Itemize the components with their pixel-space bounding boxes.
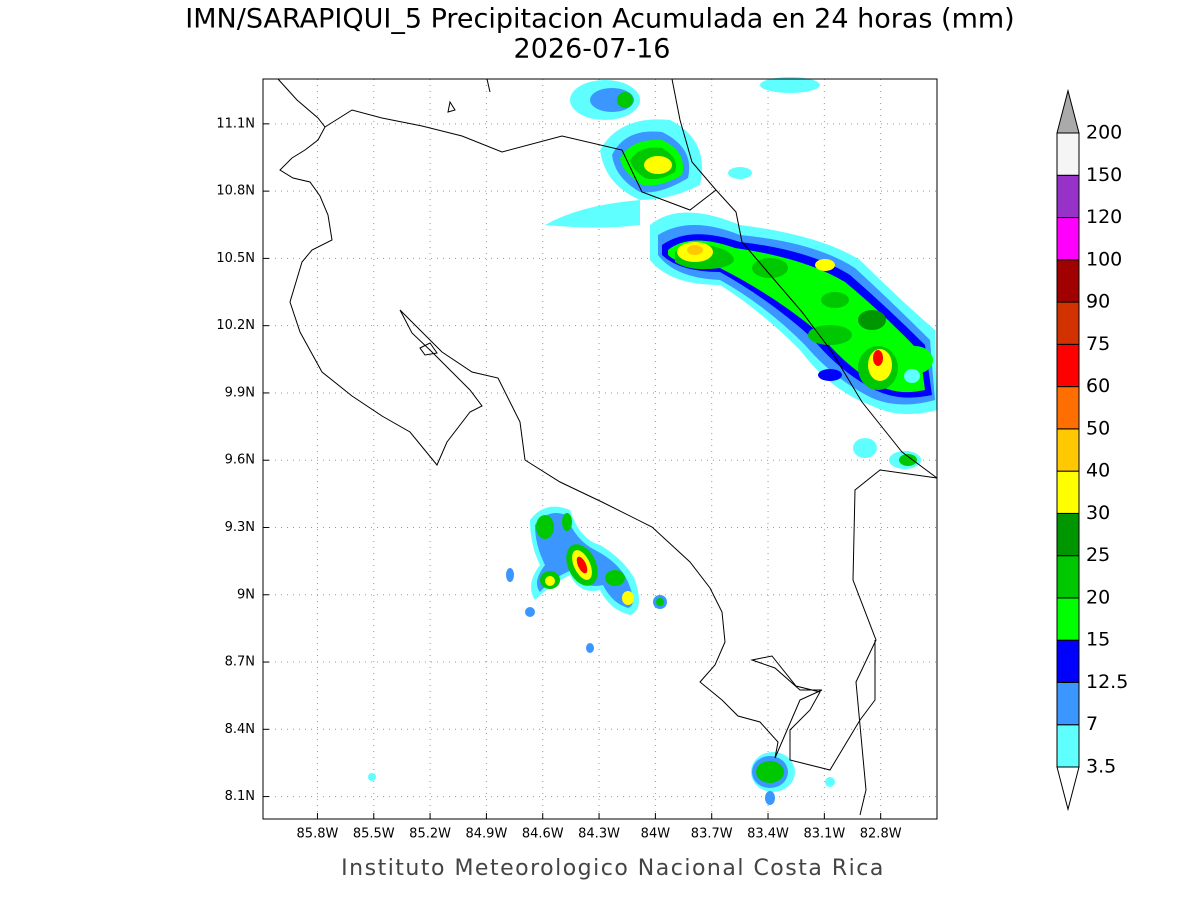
lat-label: 10.8N bbox=[216, 184, 255, 199]
colorbar-box bbox=[1056, 681, 1080, 726]
colorbar-label: 90 bbox=[1086, 291, 1110, 313]
lon-label: 84.6W bbox=[522, 827, 564, 842]
colorbar-label: 75 bbox=[1086, 333, 1110, 355]
colorbar-under bbox=[1056, 766, 1080, 812]
colorbar-box bbox=[1056, 217, 1080, 261]
precipitation bbox=[368, 77, 937, 805]
ticks: 85.8W 85.5W 85.2W 84.9W 84.6W 84.3W 84W 83.7W 83… bbox=[216, 116, 901, 841]
lon-label: 84.3W bbox=[578, 827, 620, 842]
lat-label: 11.1N bbox=[216, 116, 255, 131]
lon-label: 83.1W bbox=[803, 827, 845, 842]
lat-label: 10.2N bbox=[216, 318, 255, 333]
grid bbox=[263, 79, 937, 819]
lat-label: 8.1N bbox=[225, 789, 255, 804]
coastline bbox=[277, 78, 938, 816]
colorbar-label: 25 bbox=[1086, 544, 1110, 566]
colorbar-box bbox=[1056, 428, 1080, 472]
colorbar-label: 3.5 bbox=[1086, 756, 1116, 778]
title: IMN/SARAPIQUI_5 Precipitacion Acumulada … bbox=[185, 4, 1014, 35]
lat-label: 9.9N bbox=[225, 385, 255, 400]
colorbar-box bbox=[1056, 555, 1080, 599]
colorbar-label: 120 bbox=[1086, 206, 1122, 228]
lat-label: 9.3N bbox=[225, 520, 255, 535]
footer: Instituto Meteorologico Nacional Costa R… bbox=[341, 856, 885, 881]
colorbar-box bbox=[1056, 724, 1080, 768]
lat-label: 8.7N bbox=[225, 655, 255, 670]
lon-label: 84W bbox=[641, 827, 671, 842]
colorbar-label: 60 bbox=[1086, 375, 1110, 397]
colorbar-label: 200 bbox=[1086, 122, 1122, 144]
colorbar-label: 12.5 bbox=[1086, 671, 1128, 693]
colorbar-label: 150 bbox=[1086, 164, 1122, 186]
colorbar-label: 7 bbox=[1086, 713, 1098, 735]
colorbar-label: 30 bbox=[1086, 502, 1110, 524]
lat-label: 9N bbox=[237, 587, 255, 602]
colorbar-box bbox=[1056, 301, 1080, 345]
lon-label: 85.5W bbox=[353, 827, 395, 842]
lat-label: 8.4N bbox=[225, 722, 255, 737]
colorbar-box bbox=[1056, 639, 1080, 683]
lat-label: 9.6N bbox=[225, 453, 255, 468]
colorbar-box bbox=[1056, 470, 1080, 514]
colorbar-label: 50 bbox=[1086, 417, 1110, 439]
colorbar-label: 15 bbox=[1086, 629, 1110, 651]
map-frame bbox=[262, 78, 938, 820]
lat-label: 10.5N bbox=[216, 251, 255, 266]
colorbar: 3.5 7 12.5 15 20 25 30 40 50 60 75 90 100 120 150 200 bbox=[1056, 88, 1128, 812]
lon-label: 84.9W bbox=[466, 827, 508, 842]
colorbar-label: 100 bbox=[1086, 248, 1122, 270]
colorbar-box bbox=[1056, 259, 1080, 303]
colorbar-label: 40 bbox=[1086, 460, 1110, 482]
colorbar-box bbox=[1056, 174, 1080, 219]
colorbar-box bbox=[1056, 132, 1080, 176]
lon-label: 82.8W bbox=[860, 827, 902, 842]
lon-label: 83.4W bbox=[747, 827, 789, 842]
colorbar-over bbox=[1056, 88, 1080, 134]
colorbar-box bbox=[1056, 343, 1080, 388]
colorbar-box bbox=[1056, 512, 1080, 557]
lon-label: 85.8W bbox=[297, 827, 339, 842]
subtitle: 2026-07-16 bbox=[514, 34, 671, 65]
colorbar-box bbox=[1056, 597, 1080, 641]
lon-label: 83.7W bbox=[691, 827, 733, 842]
lon-label: 85.2W bbox=[409, 827, 451, 842]
colorbar-box bbox=[1056, 386, 1080, 430]
colorbar-label: 20 bbox=[1086, 586, 1110, 608]
